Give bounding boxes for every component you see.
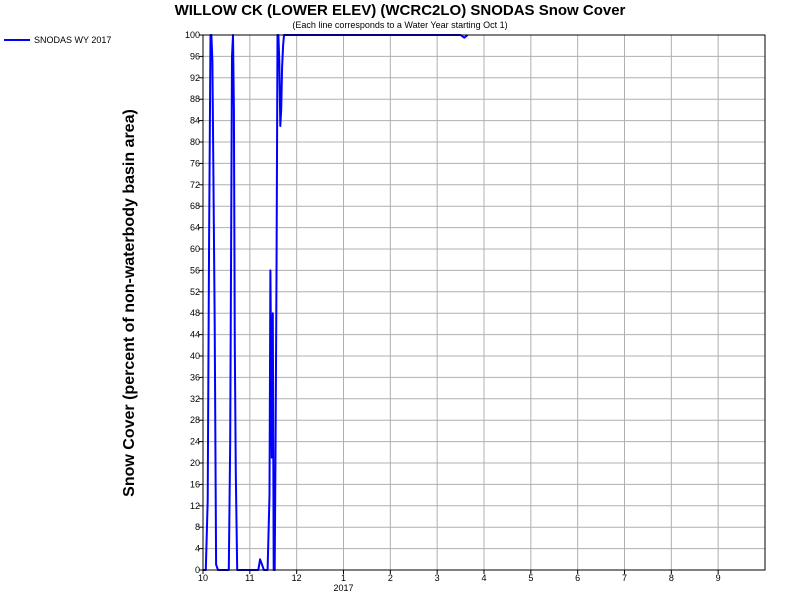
y-tick-label: 48 — [190, 308, 200, 318]
x-tick-label: 6 — [575, 573, 580, 583]
y-tick-label: 8 — [195, 522, 200, 532]
y-tick-label: 84 — [190, 116, 200, 126]
x-tick-label: 8 — [669, 573, 674, 583]
y-tick-label: 76 — [190, 158, 200, 168]
y-tick-label: 52 — [190, 287, 200, 297]
y-tick-label: 72 — [190, 180, 200, 190]
y-tick-label: 0 — [195, 565, 200, 575]
legend-swatch — [4, 39, 30, 41]
grid — [203, 35, 765, 570]
y-tick-label: 80 — [190, 137, 200, 147]
y-tick-label: 24 — [190, 437, 200, 447]
x-tick-label: 3 — [435, 573, 440, 583]
x-tick-label: 2 — [388, 573, 393, 583]
x-tick-label: 1 — [341, 573, 346, 583]
x-tick-label: 7 — [622, 573, 627, 583]
series-layer — [203, 34, 469, 571]
y-tick-label: 64 — [190, 223, 200, 233]
y-tick-label: 20 — [190, 458, 200, 468]
x-tick-label: 10 — [198, 573, 208, 583]
legend-label: SNODAS WY 2017 — [34, 35, 112, 45]
y-ticks: 0481216202428323640444852566064687276808… — [185, 30, 203, 575]
y-tick-label: 12 — [190, 501, 200, 511]
chart-subtitle: (Each line corresponds to a Water Year s… — [292, 20, 508, 30]
y-tick-label: 100 — [185, 30, 200, 40]
x-tick-label: 4 — [481, 573, 486, 583]
y-tick-label: 56 — [190, 265, 200, 275]
y-tick-label: 32 — [190, 394, 200, 404]
y-tick-label: 36 — [190, 372, 200, 382]
y-tick-label: 96 — [190, 51, 200, 61]
y-tick-label: 44 — [190, 330, 200, 340]
x-tick-label: 9 — [716, 573, 721, 583]
legend: SNODAS WY 2017 — [4, 35, 111, 45]
y-tick-label: 92 — [190, 73, 200, 83]
y-tick-label: 28 — [190, 415, 200, 425]
y-tick-label: 16 — [190, 479, 200, 489]
series-line — [203, 34, 469, 571]
x-tick-label: 11 — [245, 573, 254, 583]
x-tick-label: 12 — [292, 573, 302, 583]
y-tick-label: 4 — [195, 544, 200, 554]
y-tick-label: 68 — [190, 201, 200, 211]
x-tick-label: 5 — [528, 573, 533, 583]
x-year-label: 2017 — [333, 583, 353, 593]
y-tick-label: 40 — [190, 351, 200, 361]
y-tick-label: 88 — [190, 94, 200, 104]
y-tick-label: 60 — [190, 244, 200, 254]
chart-title: WILLOW CK (LOWER ELEV) (WCRC2LO) SNODAS … — [174, 2, 626, 19]
